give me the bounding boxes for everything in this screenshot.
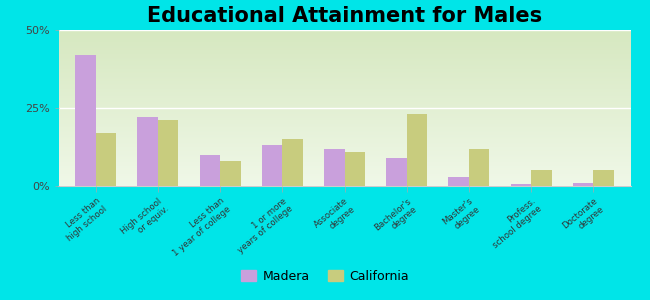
Bar	[158, 121, 179, 186]
Title: Educational Attainment for Males: Educational Attainment for Males	[147, 6, 542, 26]
Bar	[531, 170, 552, 186]
Bar	[200, 155, 220, 186]
Bar	[344, 152, 365, 186]
Bar	[573, 183, 593, 186]
Legend: Madera, California: Madera, California	[236, 265, 414, 288]
Bar	[593, 170, 614, 186]
Bar	[407, 114, 427, 186]
Bar	[324, 148, 344, 186]
Bar	[220, 161, 240, 186]
Bar	[96, 133, 116, 186]
Bar	[510, 184, 531, 186]
Bar	[282, 139, 303, 186]
Bar	[75, 55, 96, 186]
Bar	[448, 177, 469, 186]
Bar	[386, 158, 407, 186]
Bar	[469, 148, 489, 186]
Bar	[137, 117, 158, 186]
Bar	[262, 146, 282, 186]
